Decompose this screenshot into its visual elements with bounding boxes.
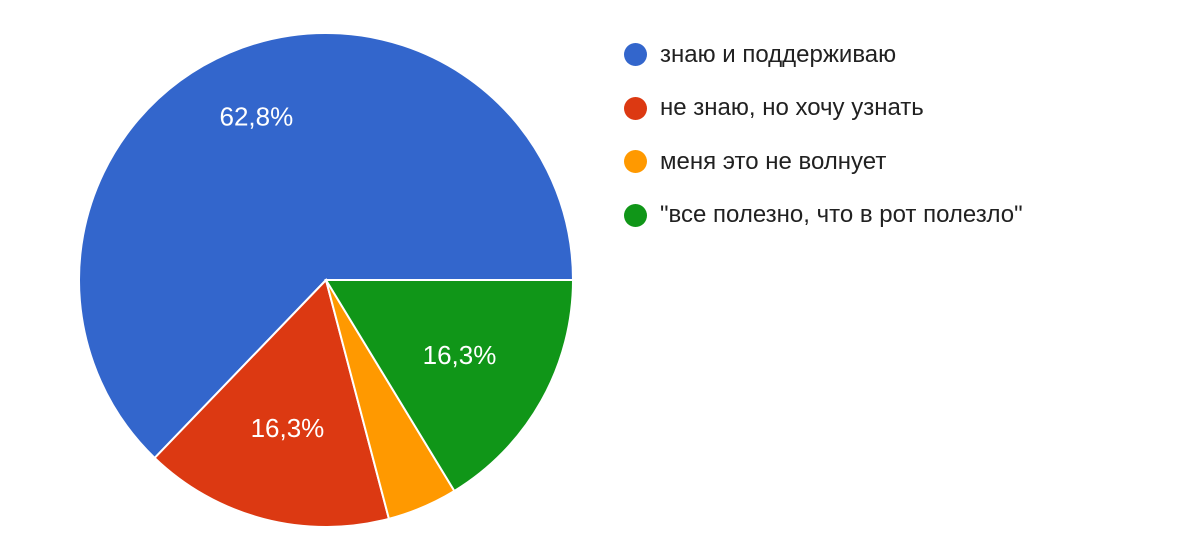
legend-label: знаю и поддерживаю: [660, 40, 897, 68]
legend-item-1: знаю и поддерживаю: [624, 28, 1023, 82]
pie-slice-1: [78, 32, 575, 460]
legend-swatch-icon: [624, 150, 647, 174]
slice-percent-label-2: 16,3%: [251, 413, 325, 443]
pie-slice-2: [153, 278, 391, 528]
legend-item-4: "все полезно, что в рот полезло": [624, 189, 1023, 243]
legend-label: "все полезно, что в рот полезло": [660, 201, 1023, 229]
legend-swatch-icon: [624, 203, 647, 227]
slice-percent-label-1: 62,8%: [220, 101, 294, 131]
legend-item-2: не знаю, но хочу узнать: [624, 82, 1023, 136]
legend-item-3: меня это не волнует: [624, 135, 1023, 189]
legend-label: не знаю, но хочу узнать: [660, 94, 924, 122]
legend-label: меня это не волнует: [660, 147, 887, 175]
pie-slices: [78, 32, 575, 528]
slice-percent-label-4: 16,3%: [423, 340, 497, 370]
legend-swatch-icon: [624, 96, 647, 120]
legend-swatch-icon: [624, 43, 647, 67]
pie-chart: 62,8% 16,3% 16,3%: [78, 32, 575, 528]
pie-data-labels: 62,8% 16,3% 16,3%: [220, 101, 497, 443]
pie-slice-4: [324, 279, 575, 493]
chart-legend: знаю и поддерживаю не знаю, но хочу узнат…: [624, 28, 1023, 242]
